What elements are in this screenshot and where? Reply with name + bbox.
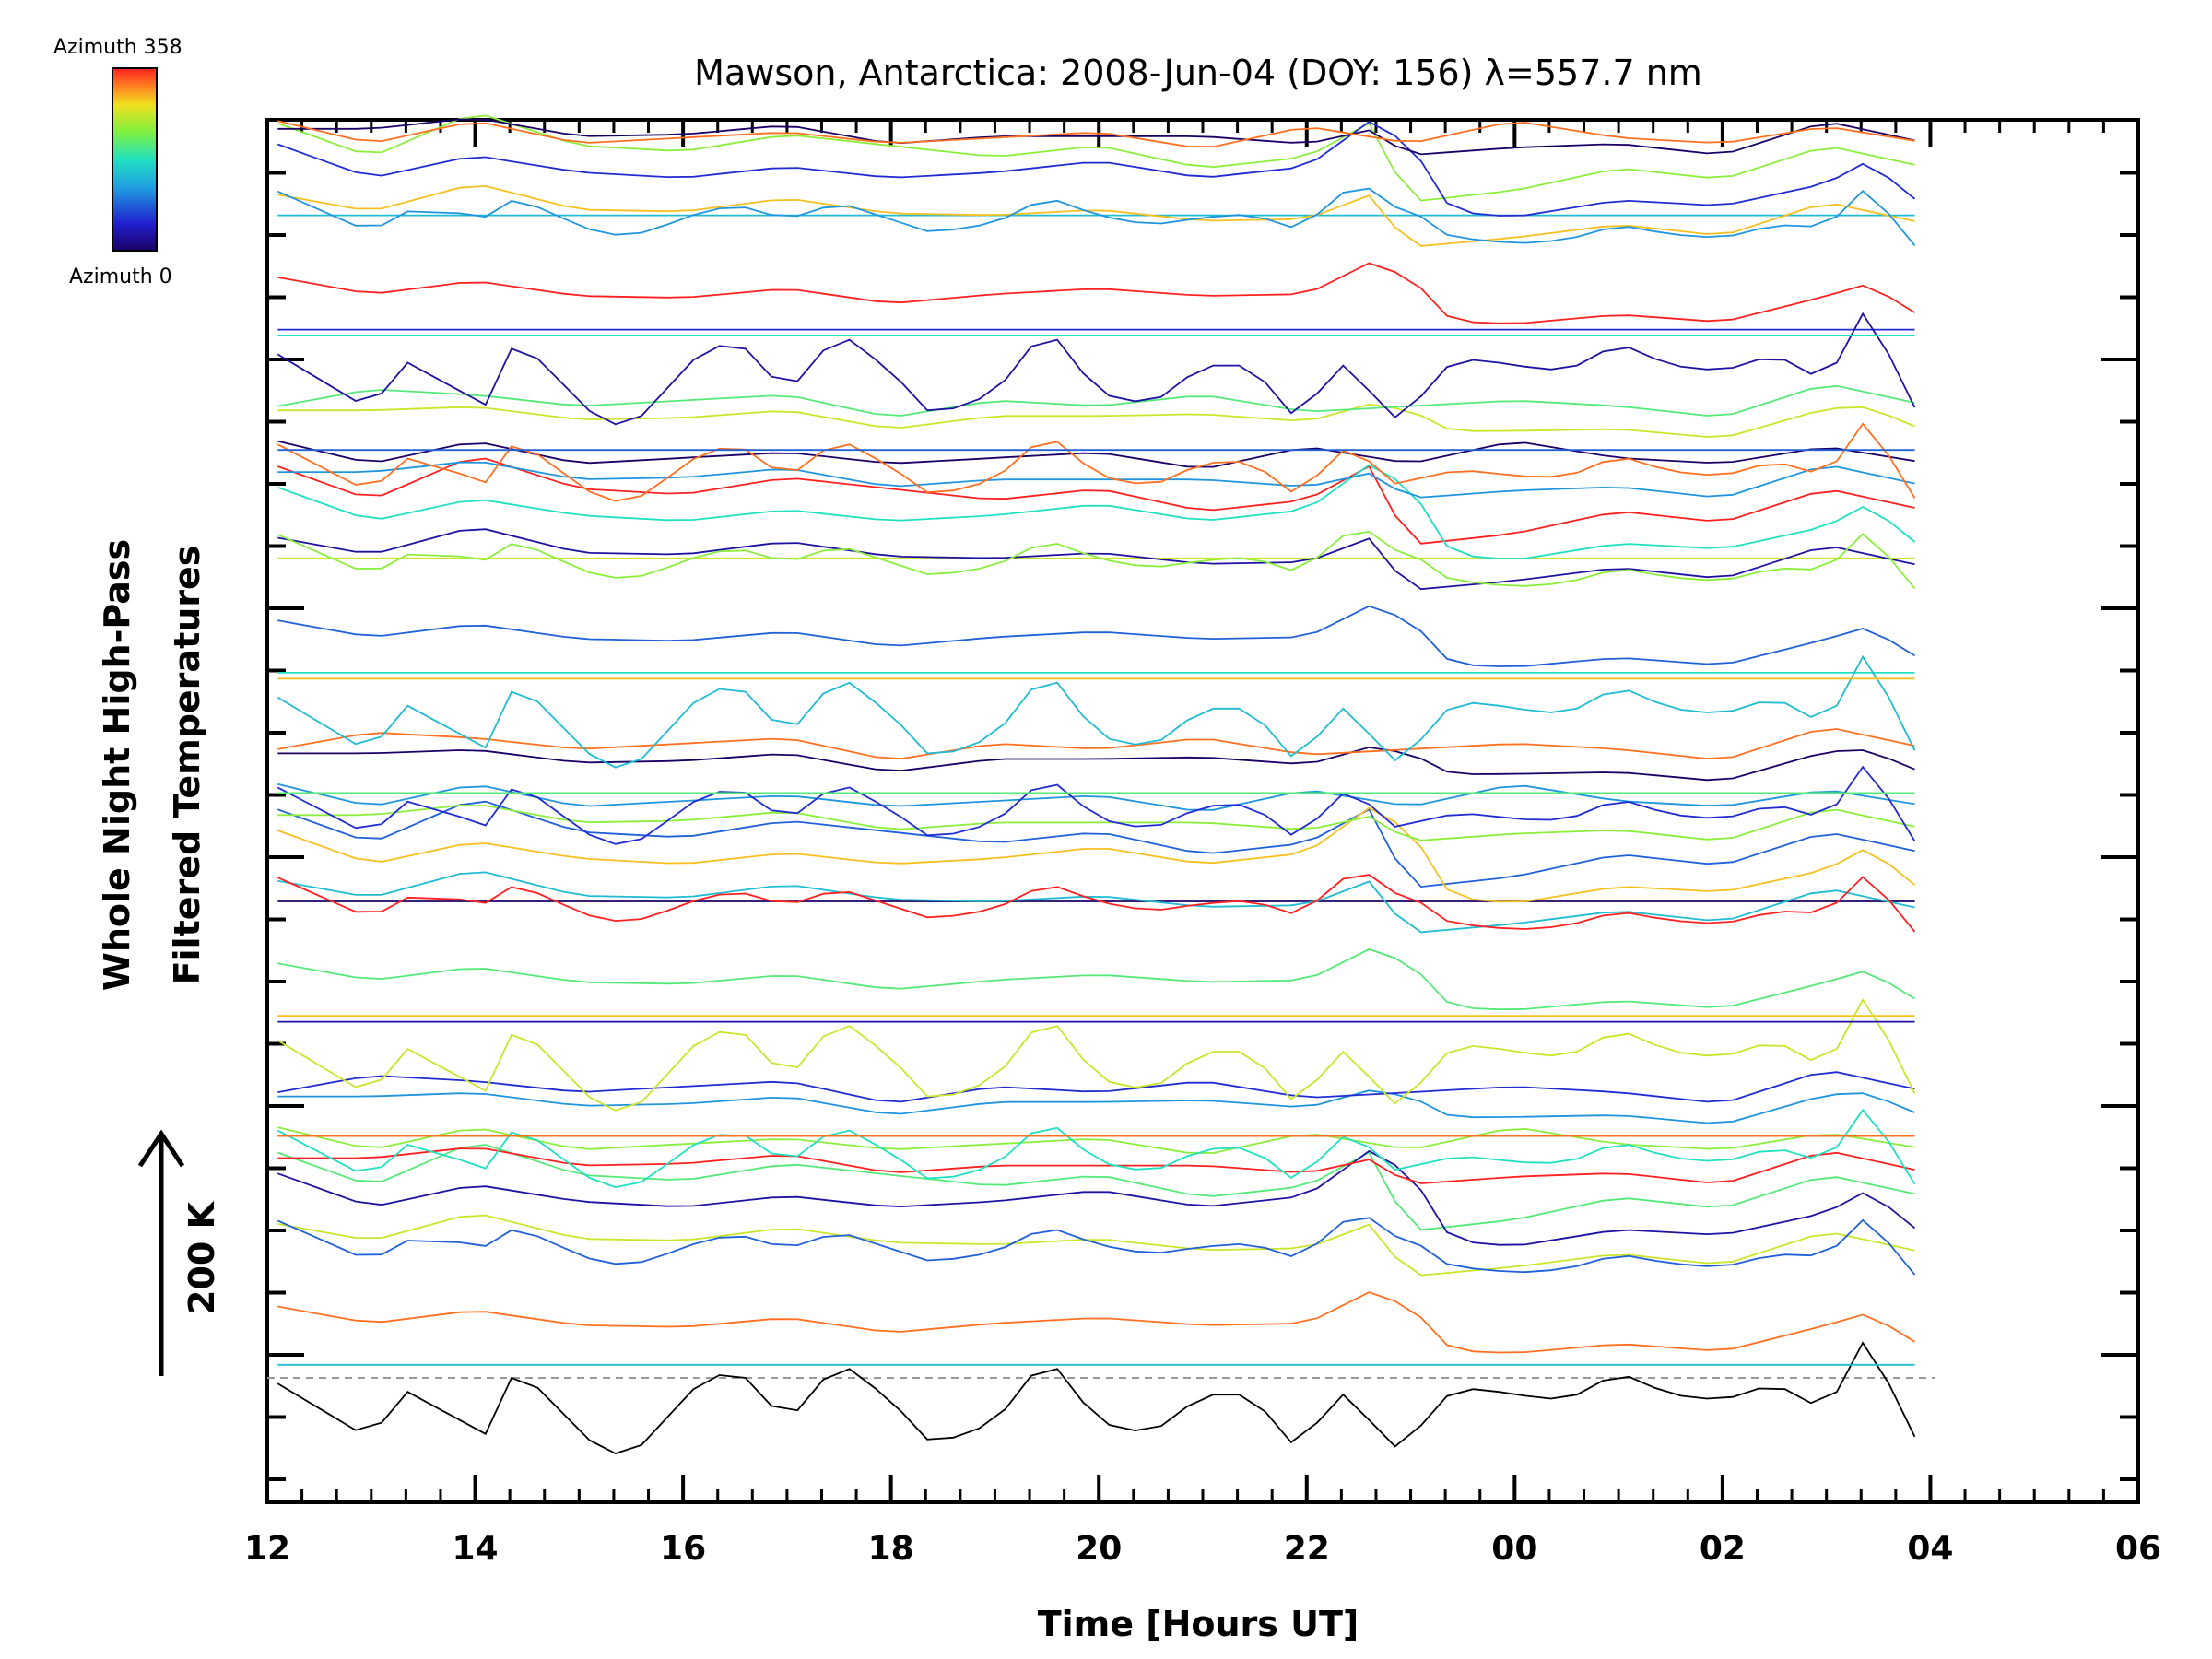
series-line (277, 403, 1915, 438)
colorbar-top-label: Azimuth 358 (53, 36, 182, 59)
series-line (276, 1341, 1916, 1454)
series-line (276, 114, 1915, 202)
series-line (277, 1071, 1915, 1103)
series-line (276, 1108, 1916, 1189)
series-line (276, 874, 1916, 933)
series-line (277, 461, 1915, 499)
series-line (276, 1149, 1916, 1246)
series-line (276, 312, 1916, 426)
series-line (276, 998, 1916, 1112)
colorbar-bottom-label: Azimuth 0 (69, 265, 172, 288)
x-tick-label: 12 (244, 1530, 290, 1568)
plot-frame (265, 118, 2140, 1504)
colorbar (112, 67, 158, 252)
series-line (277, 1147, 1915, 1184)
series-line (276, 530, 1916, 590)
series-line (277, 1089, 1915, 1124)
series-line (277, 120, 1915, 148)
series-line (277, 605, 1915, 667)
x-tick-label: 02 (1700, 1530, 1746, 1568)
x-tick-label: 06 (2115, 1530, 2161, 1568)
series-line (277, 728, 1915, 760)
series-line (276, 187, 1916, 246)
series-line (277, 184, 1915, 247)
x-tick-label: 20 (1076, 1530, 1122, 1568)
y-axis-label-line2: Filtered Temperatures (167, 546, 207, 985)
x-tick-label: 14 (453, 1530, 499, 1568)
x-tick-label: 18 (868, 1530, 914, 1568)
series-line (276, 1144, 1915, 1231)
series-line (277, 384, 1915, 417)
series-line (277, 782, 1915, 811)
chart-title: Mawson, Antarctica: 2008-Jun-04 (DOY: 15… (694, 53, 1702, 93)
series-line (276, 457, 1915, 545)
series-line (277, 1214, 1915, 1277)
x-tick-label: 00 (1491, 1530, 1537, 1568)
scale-arrow (137, 1129, 185, 1376)
series-line (276, 765, 1916, 845)
x-tick-labels: 12 14 16 18 20 22 00 02 04 06 (244, 1530, 2161, 1568)
series-line (276, 464, 1916, 560)
series-line (276, 806, 1916, 903)
series-line (277, 746, 1915, 782)
x-tick-label: 16 (660, 1530, 706, 1568)
series-line (277, 118, 1915, 156)
scale-label: 200 K (182, 1200, 222, 1314)
series-line (276, 1217, 1916, 1276)
series-line (276, 654, 1916, 769)
series-line (276, 800, 1915, 888)
series-line (277, 440, 1915, 468)
series-line (277, 1126, 1915, 1154)
series-line (277, 947, 1915, 1011)
series-line (277, 804, 1915, 841)
series-line (277, 1291, 1915, 1354)
axis-ticks (265, 120, 2140, 1502)
series-group (276, 114, 1916, 1454)
x-tick-label: 04 (1907, 1530, 1953, 1568)
series-line (276, 121, 1916, 217)
series-line (277, 528, 1915, 591)
y-axis-label-line1: Whole Night High-Pass (97, 539, 137, 991)
x-axis-label: Time [Hours UT] (1038, 1604, 1359, 1644)
x-tick-label: 22 (1284, 1530, 1330, 1568)
series-line (277, 871, 1915, 934)
series-line (277, 262, 1915, 324)
series-line (276, 422, 1916, 502)
